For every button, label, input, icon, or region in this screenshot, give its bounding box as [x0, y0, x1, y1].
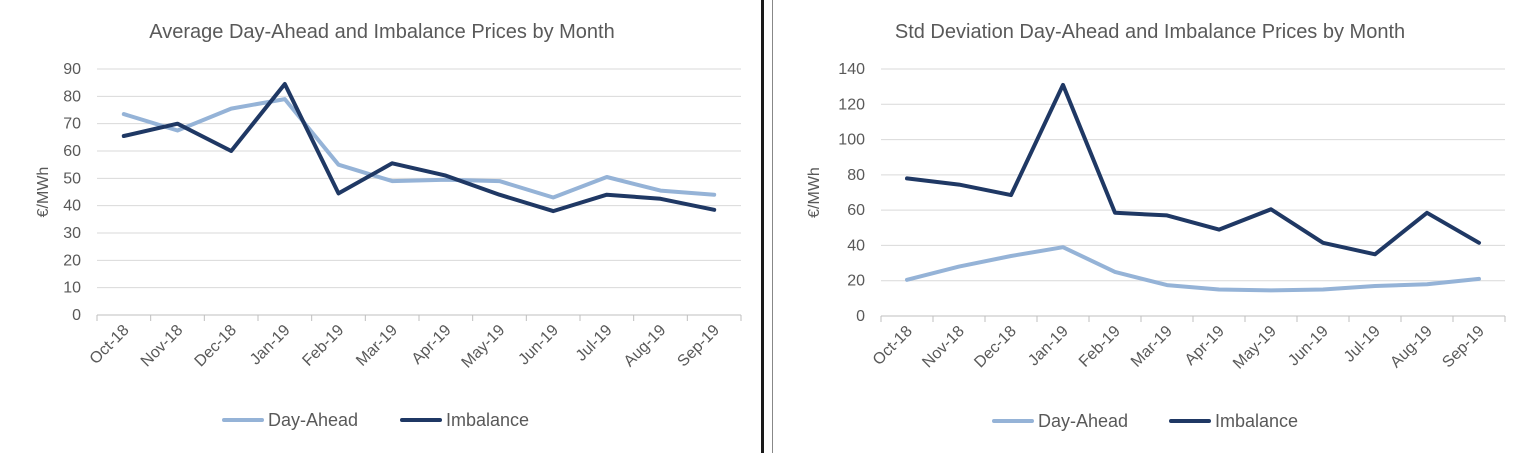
x-tick-label: Aug-19 — [1387, 323, 1436, 372]
x-tick-label: Sep-19 — [1439, 323, 1488, 372]
y-tick-label: 40 — [847, 237, 865, 254]
x-tick-label: Jul-19 — [1341, 323, 1384, 366]
x-tick-label: Mar-19 — [1128, 323, 1176, 371]
x-tick-label: May-19 — [1230, 323, 1280, 373]
y-axis-label: €/MWh — [35, 167, 52, 218]
x-tick-label: Nov-18 — [919, 323, 968, 372]
y-tick-label: 140 — [838, 61, 865, 78]
y-tick-label: 120 — [838, 96, 865, 113]
y-tick-label: 50 — [63, 170, 81, 187]
x-tick-label: Oct-18 — [870, 323, 916, 369]
y-axis-label: €/MWh — [806, 167, 823, 218]
y-tick-label: 60 — [847, 202, 865, 219]
y-tick-label: 0 — [72, 307, 81, 324]
y-tick-label: 20 — [63, 252, 81, 269]
legend-label-day-ahead: Day-Ahead — [1038, 411, 1128, 431]
x-tick-label: Sep-19 — [674, 322, 723, 371]
y-tick-label: 90 — [63, 61, 81, 78]
x-tick-label: Mar-19 — [353, 322, 401, 370]
x-tick-label: Apr-19 — [1182, 323, 1228, 369]
legend-label-imbalance: Imbalance — [1215, 411, 1298, 431]
y-tick-label: 80 — [63, 88, 81, 105]
x-tick-label: Jun-19 — [1285, 323, 1332, 370]
x-tick-label: May-19 — [459, 322, 509, 372]
series-line-imbalance — [905, 82, 1481, 257]
x-tick-label: Oct-18 — [87, 322, 133, 368]
x-tick-label: Jun-19 — [515, 322, 562, 369]
std-deviation-prices-chart: Std Deviation Day-Ahead and Imbalance Pr… — [806, 21, 1506, 431]
x-tick-label: Dec-18 — [971, 323, 1020, 372]
x-tick-label: Jan-19 — [1025, 323, 1072, 370]
x-tick-label: Feb-19 — [299, 322, 347, 370]
left-chart-panel: Average Day-Ahead and Imbalance Prices b… — [35, 0, 764, 453]
y-tick-label: 30 — [63, 225, 81, 242]
y-tick-label: 100 — [838, 132, 865, 149]
legend-label-imbalance: Imbalance — [446, 410, 529, 430]
y-tick-label: 20 — [847, 273, 865, 290]
x-tick-label: Aug-19 — [621, 322, 670, 371]
series-line-day-ahead — [905, 245, 1481, 293]
y-tick-label: 10 — [63, 280, 81, 297]
series-line-imbalance — [121, 82, 717, 214]
x-tick-label: Jan-19 — [247, 322, 294, 369]
x-tick-label: Dec-18 — [192, 322, 241, 371]
series-line-day-ahead — [121, 97, 717, 200]
legend-label-day-ahead: Day-Ahead — [268, 410, 358, 430]
y-tick-label: 40 — [63, 198, 81, 215]
chart-title: Std Deviation Day-Ahead and Imbalance Pr… — [895, 21, 1405, 43]
y-tick-label: 60 — [63, 143, 81, 160]
x-tick-label: Jul-19 — [573, 322, 616, 365]
average-prices-chart: Average Day-Ahead and Imbalance Prices b… — [35, 21, 742, 430]
x-tick-label: Apr-19 — [409, 322, 455, 368]
y-tick-label: 0 — [856, 308, 865, 325]
chart-title: Average Day-Ahead and Imbalance Prices b… — [149, 21, 614, 43]
y-tick-label: 70 — [63, 116, 81, 133]
right-chart-panel: Std Deviation Day-Ahead and Imbalance Pr… — [772, 0, 1526, 453]
x-tick-label: Nov-18 — [138, 322, 187, 371]
x-tick-label: Feb-19 — [1076, 323, 1124, 371]
y-tick-label: 80 — [847, 167, 865, 184]
